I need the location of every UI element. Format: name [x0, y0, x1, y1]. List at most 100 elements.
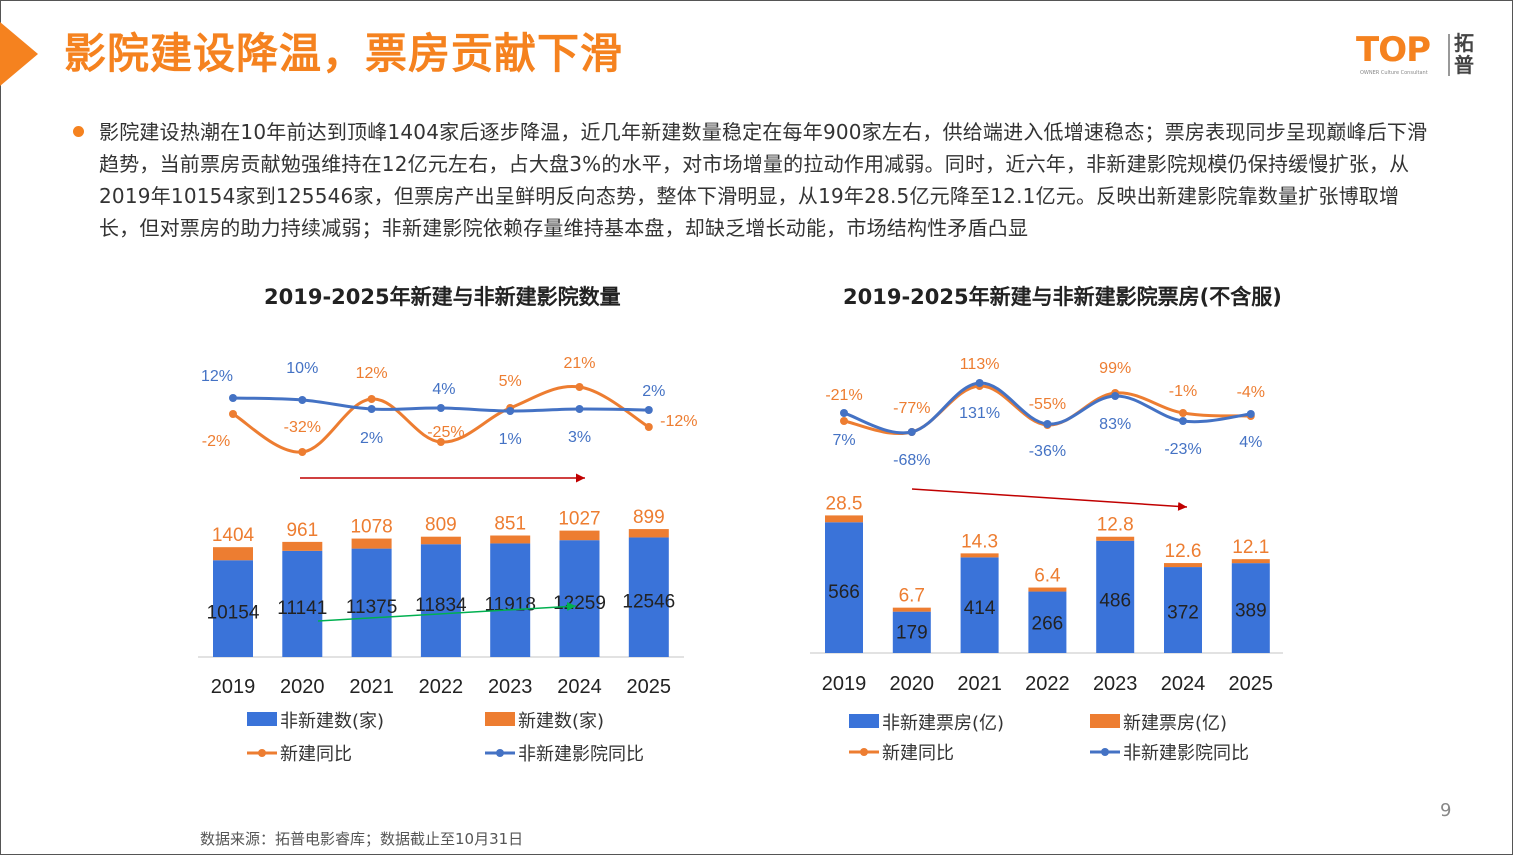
chart-2-bar-nonnew-2024 — [1164, 567, 1202, 653]
chart-2-category-label: 2019 — [822, 673, 867, 695]
chart-2-category-label: 2021 — [957, 673, 1002, 695]
chart-2-category-label: 2023 — [1093, 673, 1138, 695]
chart-1-point-new-yoy — [575, 383, 584, 391]
chart-1-value-label-new: 1404 — [212, 525, 255, 546]
logo-divider — [1448, 34, 1450, 76]
chart-1-data-label-nonnew-yoy: 10% — [286, 360, 318, 377]
chart-2-value-label-new: 12.1 — [1232, 537, 1269, 558]
chart-1-category-label: 2019 — [211, 676, 256, 698]
chart-1-value-label-new: 899 — [633, 507, 665, 528]
chart-2-category-label: 2022 — [1025, 673, 1070, 695]
chart-1-title: 2019-2025年新建与非新建影院数量 — [264, 285, 621, 309]
chart-1-point-nonnew-yoy — [644, 406, 653, 414]
chart-1-data-label-new-yoy: -2% — [202, 433, 230, 450]
chart-1-value-label-new: 809 — [425, 515, 457, 536]
chart-2-data-label-new-yoy: -55% — [1029, 396, 1066, 413]
chart-2-category-label: 2025 — [1229, 673, 1274, 695]
chart-1-point-nonnew-yoy — [575, 405, 584, 413]
logo: TOP OWNER Culture Consultant 拓普 — [1356, 30, 1482, 82]
chart-1-value-label-nonnew: 12259 — [553, 593, 606, 614]
chart-1-bar-nonnew-2021 — [351, 548, 392, 657]
chart-1-bar-nonnew-2024 — [559, 540, 600, 657]
chart-2-legend-label: 非新建票房(亿) — [882, 713, 1004, 734]
chart-1-point-nonnew-yoy — [229, 394, 237, 402]
chart-2-data-label-nonnew-yoy: 4% — [1239, 434, 1262, 451]
chart-1-point-new-yoy — [367, 395, 376, 403]
chart-2-bar-new-2023 — [1096, 536, 1135, 541]
chart-1-data-label-new-yoy: 21% — [563, 355, 595, 372]
chart-1-legend-label: 新建数(家) — [518, 711, 604, 732]
chart-1-point-new-yoy — [436, 438, 445, 446]
chart-2-data-label-new-yoy: -21% — [825, 387, 862, 404]
chart-2-category-label: 2020 — [890, 673, 935, 695]
chart-1-bar-new-2019 — [213, 547, 253, 561]
chart-1-category-label: 2025 — [627, 676, 672, 698]
chart-2-value-label-nonnew: 179 — [896, 622, 928, 643]
chart-2-data-label-nonnew-yoy: -23% — [1164, 441, 1201, 458]
chart-1-value-label-new: 1027 — [558, 509, 600, 530]
page-number: 9 — [1440, 800, 1452, 821]
chart-1-point-nonnew-yoy — [436, 404, 445, 412]
chart-1-point-new-yoy — [644, 423, 653, 431]
chart-2-data-label-nonnew-yoy: -68% — [893, 452, 930, 469]
chart-2-value-label-new: 14.3 — [961, 531, 998, 552]
chart-1-data-label-nonnew-yoy: 12% — [201, 368, 233, 385]
chart-2-bar-nonnew-2019 — [825, 522, 863, 653]
chart-2-point-nonnew-yoy — [1111, 392, 1120, 400]
chart-1-value-label-nonnew: 11834 — [415, 595, 467, 616]
chart-1-data-label-new-yoy: 12% — [356, 365, 388, 382]
chart-2-legend-label: 新建同比 — [882, 743, 954, 764]
chart-2-data-label-new-yoy: 113% — [960, 356, 1000, 373]
chart-1-category-label: 2020 — [280, 676, 325, 698]
chart-2-point-nonnew-yoy — [1043, 420, 1052, 428]
chart-2-value-label-nonnew: 414 — [964, 598, 996, 619]
chart-2-bar-nonnew-2023 — [1096, 540, 1135, 653]
chart-2-legend-label: 非新建影院同比 — [1123, 743, 1249, 764]
chart-2-value-label-new: 6.7 — [899, 586, 925, 607]
chart-1-point-nonnew-yoy — [367, 405, 376, 413]
page-title: 影院建设降温，票房贡献下滑 — [64, 29, 624, 78]
chart-2-data-label-nonnew-yoy: 83% — [1099, 416, 1131, 433]
chart-2-legend-marker — [860, 748, 868, 756]
chart-1-bar-new-2021 — [351, 538, 392, 549]
chart-2-legend-swatch — [849, 714, 879, 728]
chart-1-point-new-yoy — [229, 410, 237, 418]
logo-cn-text: 拓普 — [1454, 31, 1474, 77]
chart-1-data-label-new-yoy: -32% — [284, 419, 321, 436]
chart-1-bar-new-2023 — [490, 535, 531, 544]
chart-2-bar-nonnew-2022 — [1028, 591, 1067, 653]
chart-1-value-label-new: 961 — [286, 520, 318, 541]
chart-1-data-label-new-yoy: 5% — [499, 373, 522, 390]
chart-2-trend-arrow-red — [911, 488, 1188, 511]
chart-2-value-label-nonnew: 389 — [1235, 601, 1267, 622]
chart-1-data-label-nonnew-yoy: 2% — [360, 430, 383, 447]
chart-1-legend-label: 新建同比 — [280, 744, 352, 765]
chart-2-category-label: 2024 — [1161, 673, 1206, 695]
chart-2-value-label-nonnew: 486 — [1099, 590, 1131, 611]
chart-1-point-nonnew-yoy — [506, 407, 515, 415]
chart-1-data-label-nonnew-yoy: 1% — [499, 431, 522, 448]
chart-2-point-nonnew-yoy — [840, 409, 848, 417]
chart-2-legend-marker — [1101, 748, 1109, 756]
chart-1-category-label: 2021 — [349, 676, 394, 698]
chart-1-legend-label: 非新建数(家) — [280, 711, 384, 732]
chart-1-data-label-nonnew-yoy: 2% — [642, 383, 665, 400]
chart-1-legend-marker — [496, 749, 504, 757]
chart-1-legend-swatch — [485, 712, 515, 726]
chart-2-value-label-nonnew: 372 — [1167, 602, 1199, 623]
chart-1-value-label-new: 851 — [494, 514, 526, 535]
chart-2-point-nonnew-yoy — [1179, 417, 1187, 425]
logo-sub-text: OWNER Culture Consultant — [1360, 70, 1428, 76]
chart-1-data-label-nonnew-yoy: 4% — [432, 381, 455, 398]
chart-2-bar-nonnew-2021 — [960, 557, 999, 653]
chart-2-value-label-new: 28.5 — [826, 493, 863, 514]
chart-2-point-new-yoy — [840, 417, 848, 425]
chart-1-bar-new-2020 — [282, 541, 323, 551]
chart-1-data-label-new-yoy: -25% — [427, 424, 464, 441]
chart-1-data-label-new-yoy: -12% — [660, 413, 697, 430]
chart-2-data-label-new-yoy: 99% — [1099, 360, 1131, 377]
chart-2-bar-new-2020 — [892, 607, 931, 612]
chart-2-point-nonnew-yoy — [975, 379, 984, 387]
chart-2-legend-swatch — [1090, 714, 1120, 728]
